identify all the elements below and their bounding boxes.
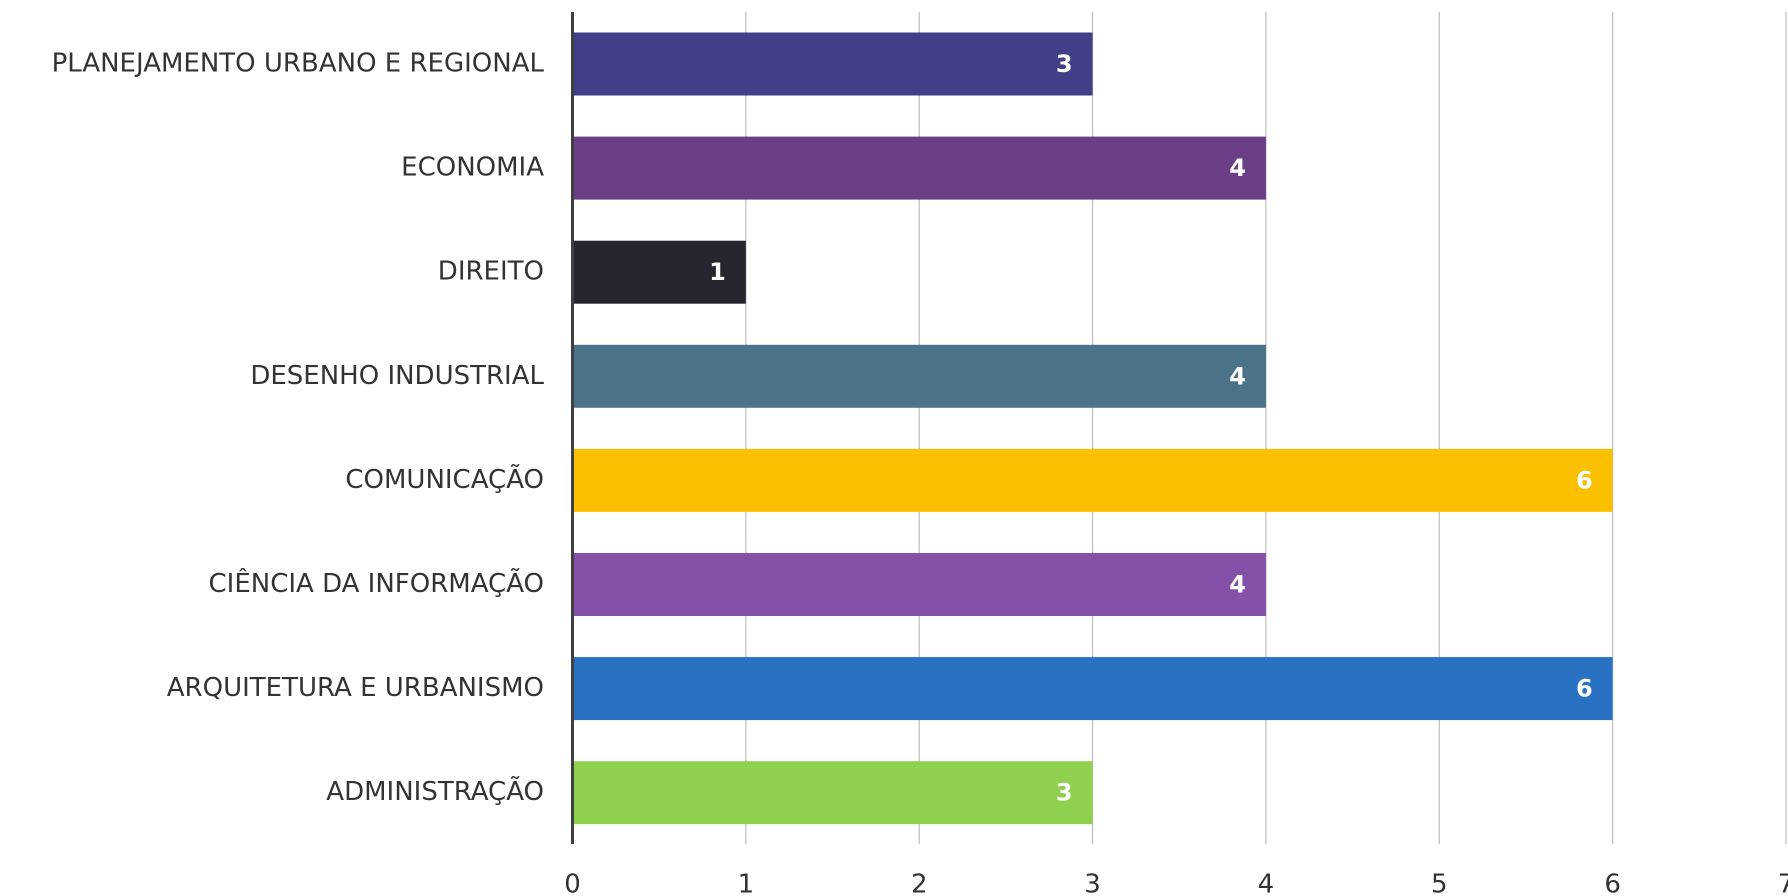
x-tick-label: 1 (738, 870, 755, 896)
x-tick-label: 0 (564, 870, 581, 896)
data-label: 1 (709, 258, 726, 286)
data-label: 4 (1229, 154, 1246, 182)
bar (572, 344, 1266, 408)
bar (572, 240, 746, 304)
y-tick-label: PLANEJAMENTO URBANO E REGIONAL (52, 49, 545, 79)
bar (572, 136, 1266, 200)
data-label: 3 (1056, 50, 1073, 78)
bar (572, 761, 1093, 825)
x-tick-label: 6 (1604, 870, 1621, 896)
data-label: 4 (1229, 571, 1246, 599)
y-tick-label: DESENHO INDUSTRIAL (250, 361, 544, 391)
bar (572, 657, 1613, 721)
x-tick-label: 5 (1431, 870, 1448, 896)
bar (572, 448, 1613, 512)
data-label: 6 (1576, 466, 1593, 494)
data-label: 3 (1056, 779, 1073, 807)
x-tick-label: 4 (1258, 870, 1275, 896)
data-label: 6 (1576, 675, 1593, 703)
y-tick-label: ADMINISTRAÇÃO (326, 775, 544, 807)
bar (572, 553, 1266, 616)
y-tick-label: ARQUITETURA E URBANISMO (167, 673, 544, 703)
x-tick-label: 3 (1084, 870, 1101, 896)
bar (572, 32, 1093, 96)
y-tick-label: CIÊNCIA DA INFORMAÇÃO (209, 567, 545, 599)
y-tick-label: COMUNICAÇÃO (345, 463, 544, 495)
data-label: 4 (1229, 362, 1246, 390)
y-tick-label: ECONOMIA (401, 153, 544, 183)
x-tick-label: 7 (1778, 870, 1788, 896)
x-tick-label: 2 (911, 870, 928, 896)
y-tick-label: DIREITO (438, 257, 544, 287)
